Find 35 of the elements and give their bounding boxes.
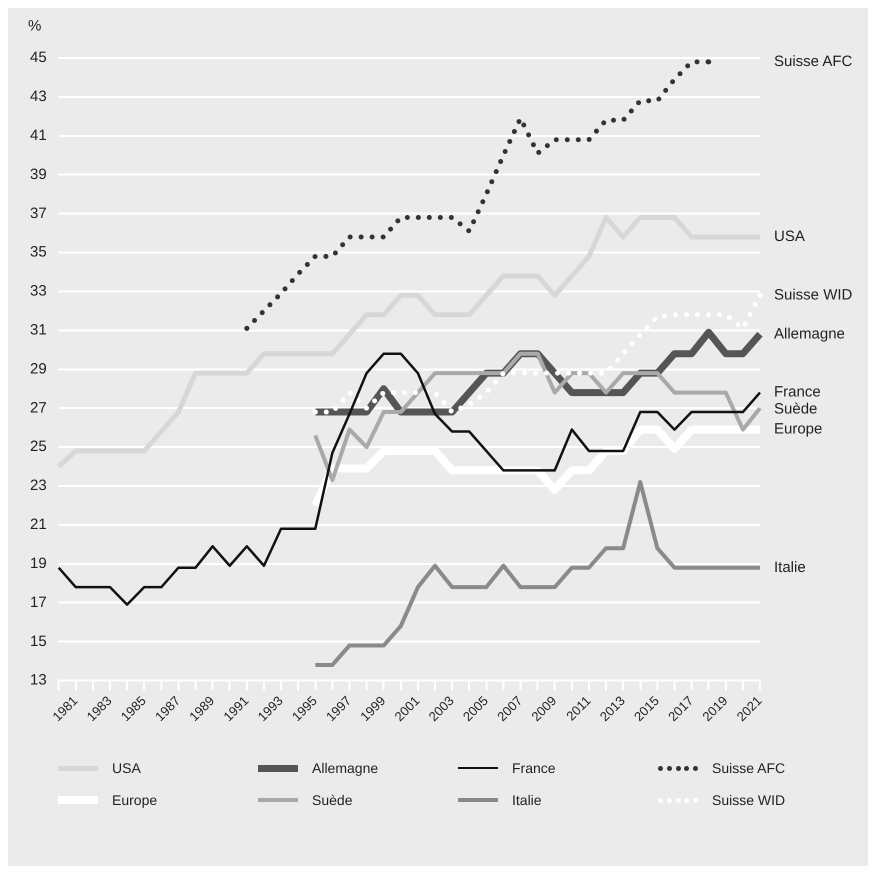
legend-label: USA (112, 760, 141, 776)
y-tick-label: 25 (30, 438, 47, 456)
y-tick-label: 43 (30, 88, 47, 106)
y-tick-label: 33 (30, 282, 47, 300)
text: Italie (774, 558, 806, 576)
legend-label: Suisse WID (712, 792, 786, 808)
legend-label: France (512, 760, 556, 776)
y-tick-label: 19 (30, 554, 47, 572)
y-tick-label: 35 (30, 244, 47, 261)
text: Suède (774, 400, 818, 418)
legend-label: Europe (112, 792, 158, 808)
legend-label: Suède (312, 792, 352, 808)
legend-label: Allemagne (312, 760, 378, 776)
text: Allemagne (774, 325, 845, 342)
y-tick-label: 15 (30, 632, 47, 650)
y-tick-label: 41 (30, 126, 47, 144)
y-axis-title: % (28, 18, 42, 35)
y-tick-label: 45 (30, 49, 47, 66)
y-tick-label: 29 (30, 360, 47, 378)
y-tick-label: 21 (30, 516, 47, 534)
y-tick-label: 37 (30, 204, 47, 222)
text: Suisse WID (774, 286, 852, 304)
y-tick-label: 31 (30, 321, 47, 338)
y-tick-label: 27 (30, 399, 47, 416)
text: Suisse AFC (774, 53, 852, 70)
y-tick-label: 17 (30, 594, 47, 611)
y-tick-label: 39 (30, 166, 47, 183)
y-tick-label: 23 (30, 477, 47, 494)
legend-label: Italie (512, 792, 542, 808)
legend-label: Suisse AFC (712, 760, 786, 776)
text: Europe (774, 420, 822, 438)
point (244, 326, 250, 331)
text: USA (774, 228, 805, 246)
text: France (774, 384, 821, 401)
y-tick-label: 13 (30, 672, 47, 689)
